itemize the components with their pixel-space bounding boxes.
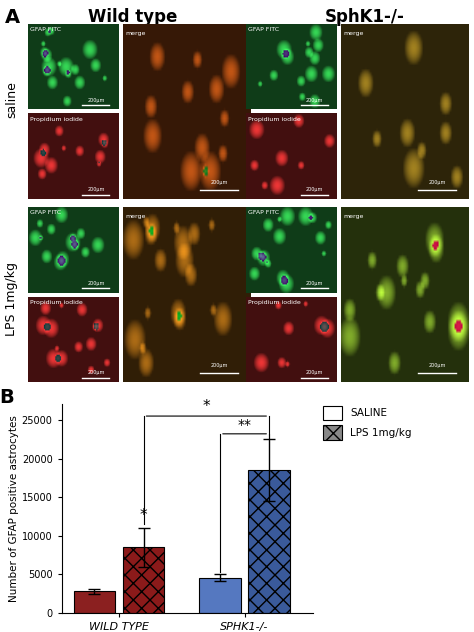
Legend: SALINE, LPS 1mg/kg: SALINE, LPS 1mg/kg	[323, 406, 411, 441]
Text: saline: saline	[5, 81, 18, 118]
Text: B: B	[0, 388, 14, 407]
Text: A: A	[5, 8, 20, 27]
Bar	[199, 578, 241, 613]
Text: SphK1-/-: SphK1-/-	[325, 8, 405, 26]
Text: **: **	[237, 418, 252, 432]
Bar	[248, 470, 290, 613]
Text: Wild type: Wild type	[88, 8, 177, 26]
Text: *: *	[140, 508, 147, 523]
Text: *: *	[202, 399, 210, 414]
Bar	[73, 592, 115, 613]
Y-axis label: Number of GFAP positive astrocytes: Number of GFAP positive astrocytes	[9, 415, 19, 602]
Bar	[123, 547, 164, 613]
Text: LPS 1mg/kg: LPS 1mg/kg	[5, 262, 18, 336]
